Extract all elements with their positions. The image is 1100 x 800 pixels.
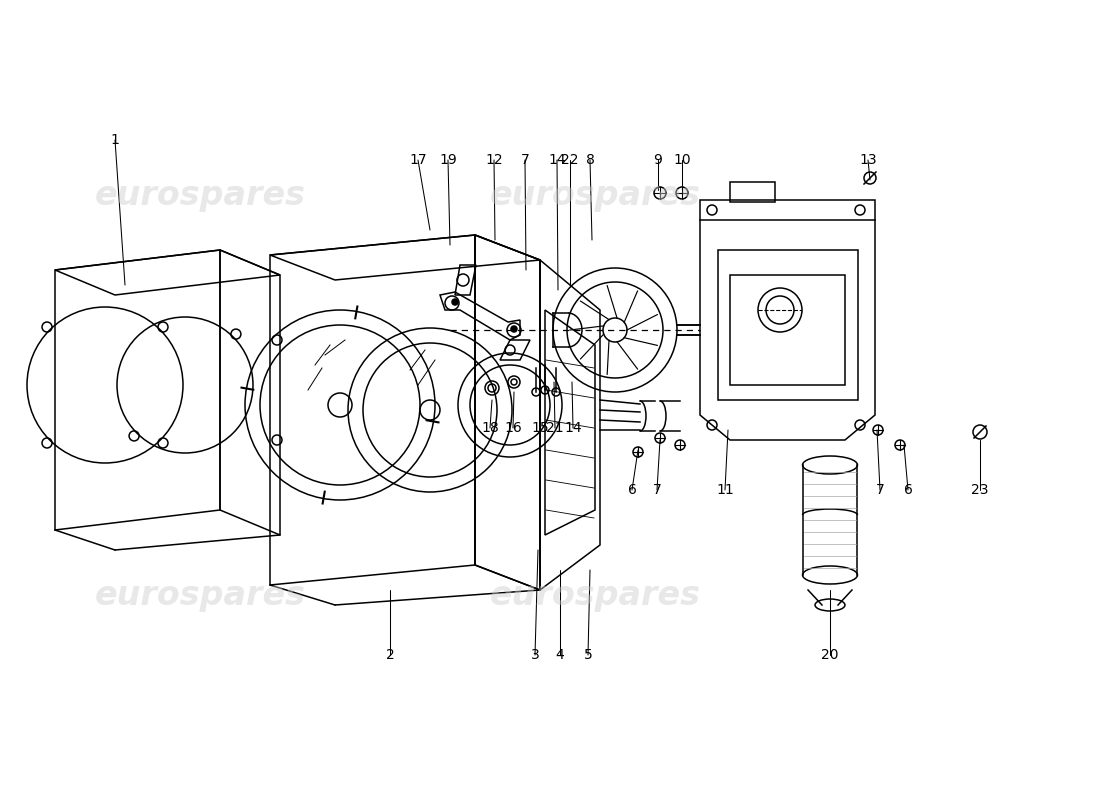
Bar bbox=[718, 250, 858, 400]
Text: 14: 14 bbox=[564, 421, 582, 435]
Text: 10: 10 bbox=[673, 153, 691, 167]
Text: 12: 12 bbox=[485, 153, 503, 167]
Text: eurospares: eurospares bbox=[490, 578, 701, 611]
Text: 6: 6 bbox=[628, 483, 637, 497]
Text: 5: 5 bbox=[584, 648, 593, 662]
Text: 1: 1 bbox=[111, 133, 120, 147]
Text: 9: 9 bbox=[653, 153, 662, 167]
Text: 11: 11 bbox=[716, 483, 734, 497]
Text: 4: 4 bbox=[556, 648, 564, 662]
Text: 22: 22 bbox=[561, 153, 579, 167]
Bar bbox=[730, 275, 845, 385]
Text: 2: 2 bbox=[386, 648, 395, 662]
Text: eurospares: eurospares bbox=[95, 178, 306, 211]
Text: 18: 18 bbox=[481, 421, 499, 435]
Text: 23: 23 bbox=[971, 483, 989, 497]
Text: 7: 7 bbox=[652, 483, 661, 497]
Text: 21: 21 bbox=[547, 421, 564, 435]
Text: eurospares: eurospares bbox=[490, 178, 701, 211]
Text: 3: 3 bbox=[530, 648, 539, 662]
Circle shape bbox=[512, 326, 517, 332]
Text: 7: 7 bbox=[876, 483, 884, 497]
Circle shape bbox=[452, 299, 458, 305]
Text: 19: 19 bbox=[439, 153, 456, 167]
Text: 14: 14 bbox=[548, 153, 565, 167]
Text: 16: 16 bbox=[504, 421, 521, 435]
Text: 7: 7 bbox=[520, 153, 529, 167]
Text: 20: 20 bbox=[822, 648, 838, 662]
Text: 15: 15 bbox=[531, 421, 549, 435]
Text: 6: 6 bbox=[903, 483, 912, 497]
Text: 8: 8 bbox=[585, 153, 594, 167]
Text: 17: 17 bbox=[409, 153, 427, 167]
Text: eurospares: eurospares bbox=[95, 578, 306, 611]
Text: 13: 13 bbox=[859, 153, 877, 167]
